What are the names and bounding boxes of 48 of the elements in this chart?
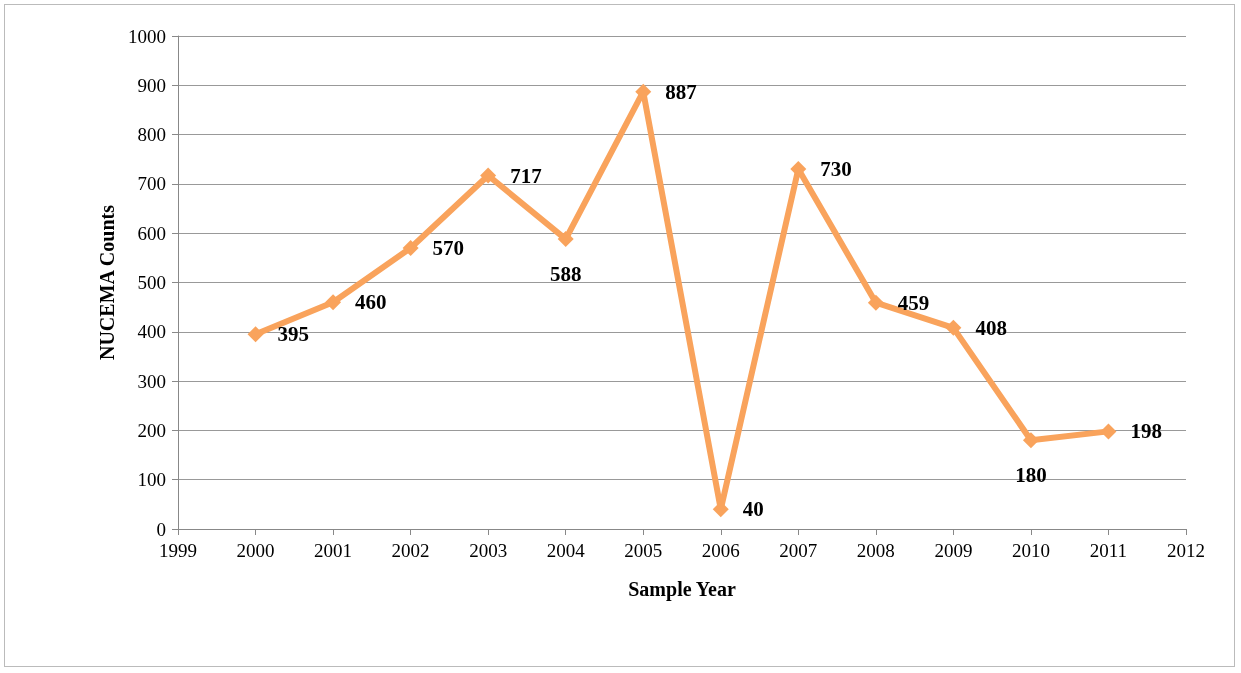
y-tick-label: 900 bbox=[137, 74, 166, 96]
point bbox=[557, 231, 574, 248]
point bbox=[247, 326, 264, 343]
x-tick-label: 2009 bbox=[934, 540, 973, 561]
y-tick-label: 400 bbox=[137, 321, 166, 343]
x-tick-label: 2004 bbox=[546, 540, 586, 561]
point bbox=[480, 167, 497, 184]
point bbox=[325, 294, 342, 311]
y-tick-label: 200 bbox=[137, 419, 166, 441]
y-tick-label: 0 bbox=[156, 518, 166, 540]
x-tick-label: 2003 bbox=[469, 540, 508, 561]
y-tick-label: 1000 bbox=[128, 25, 166, 47]
x-tick-label: 2010 bbox=[1011, 540, 1050, 561]
y-tick-label: 100 bbox=[137, 469, 166, 491]
y-tick-label: 600 bbox=[137, 222, 166, 244]
point bbox=[945, 319, 962, 336]
y-axis-title: NUCEMA Counts bbox=[96, 204, 119, 361]
x-tick-label: 2008 bbox=[856, 540, 895, 561]
data-label: 717 bbox=[510, 163, 542, 188]
data-label: 459 bbox=[897, 290, 930, 315]
data-label: 408 bbox=[975, 315, 1007, 340]
data-label: 730 bbox=[820, 157, 852, 182]
x-tick-label: 1999 bbox=[159, 540, 197, 561]
x-tick-label: 2001 bbox=[314, 540, 353, 561]
data-label: 570 bbox=[432, 235, 465, 260]
y-tick-label: 800 bbox=[137, 124, 166, 146]
y-tick-label: 300 bbox=[137, 370, 166, 392]
data-label: 588 bbox=[549, 261, 582, 286]
x-tick-label: 2000 bbox=[236, 540, 275, 561]
point bbox=[402, 239, 419, 256]
x-tick-label: 2005 bbox=[624, 540, 663, 561]
data-label: 40 bbox=[742, 497, 764, 522]
x-tick-label: 2002 bbox=[391, 540, 430, 561]
data-label: 395 bbox=[277, 322, 310, 347]
point bbox=[1100, 423, 1117, 440]
point bbox=[867, 294, 884, 311]
y-tick-label: 500 bbox=[137, 272, 166, 293]
data-label: 887 bbox=[665, 79, 697, 104]
data-label: 180 bbox=[1015, 462, 1047, 487]
data-label: 198 bbox=[1130, 419, 1162, 444]
x-tick-label: 2007 bbox=[779, 540, 818, 561]
point bbox=[1022, 432, 1039, 449]
x-tick-label: 2011 bbox=[1089, 540, 1128, 561]
x-tick-label: 2006 bbox=[701, 540, 740, 561]
x-tick-label: 2012 bbox=[1167, 540, 1205, 561]
data-label: 460 bbox=[355, 290, 387, 315]
y-tick-label: 700 bbox=[137, 173, 166, 195]
x-axis-title: Sample Year bbox=[628, 578, 736, 601]
